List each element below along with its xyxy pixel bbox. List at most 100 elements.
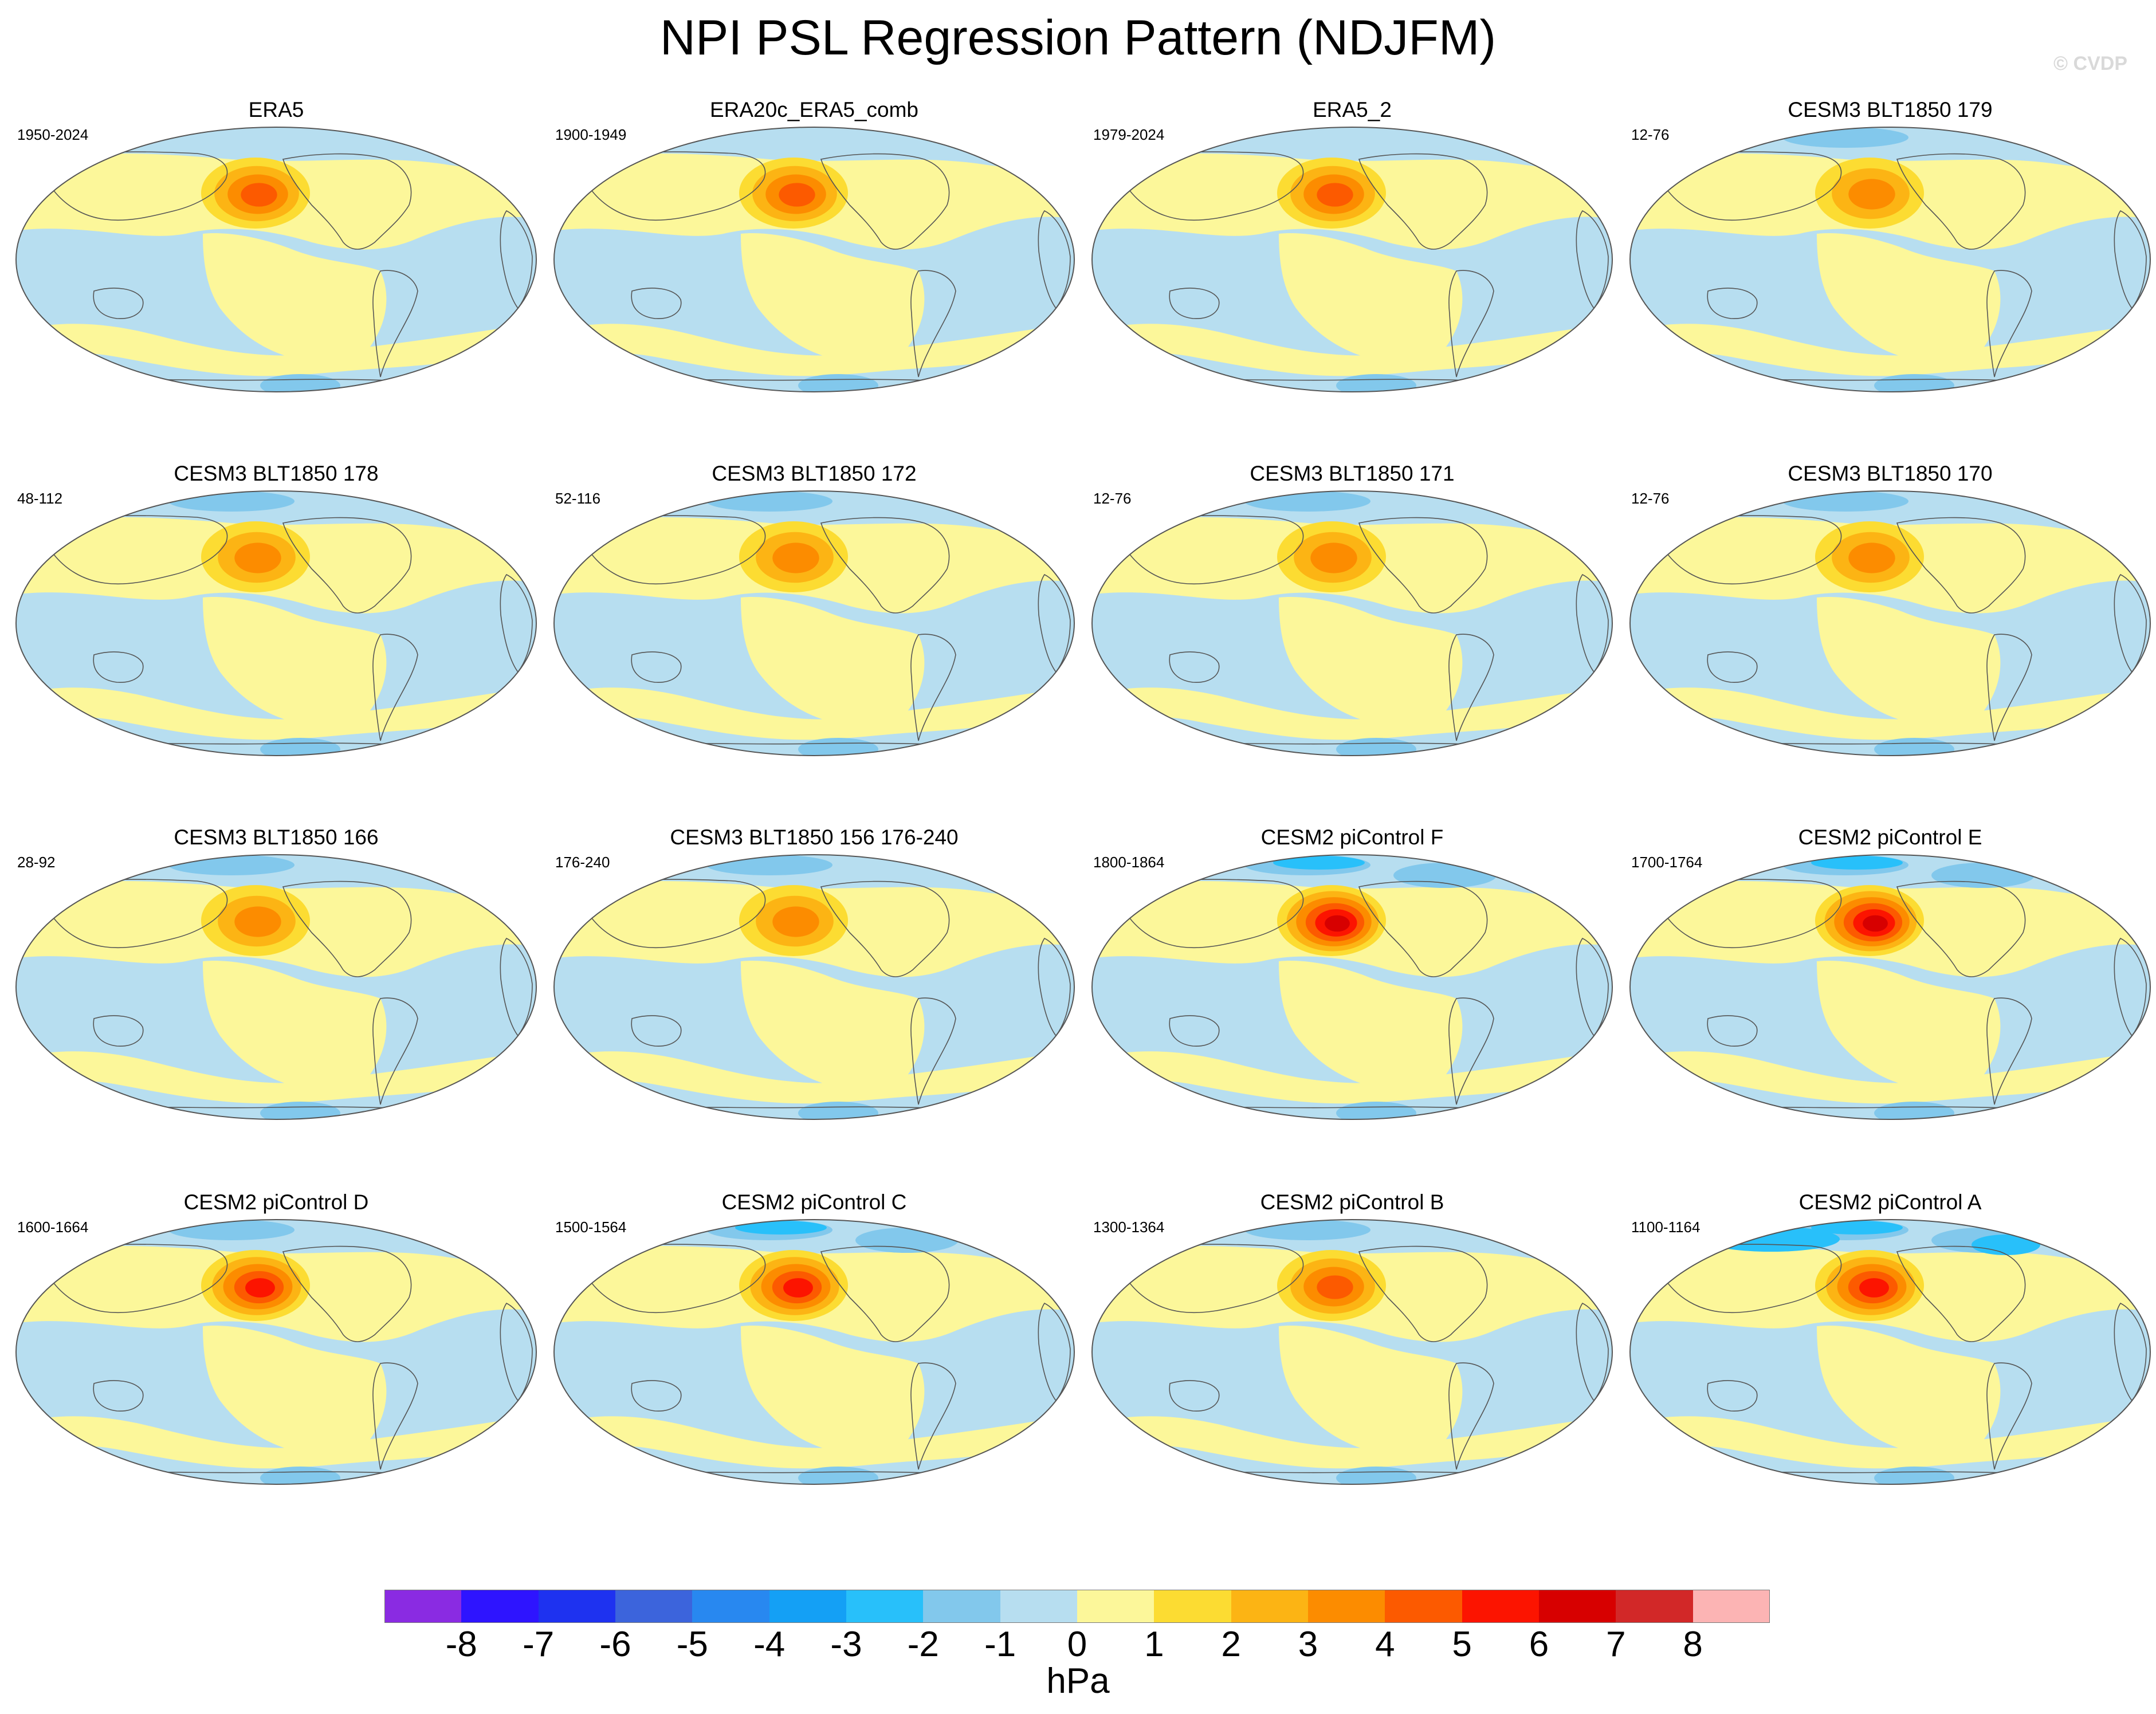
colorbar-tick-label: -6	[599, 1625, 631, 1664]
australia-coast	[1707, 1015, 1758, 1047]
panel-title: ERA20c_ERA5_comb	[709, 98, 919, 121]
panel-title: CESM3 BLT1850 178	[174, 462, 379, 485]
eurasian-negative-region	[1702, 1226, 1840, 1252]
colorbar-swatch	[692, 1590, 770, 1623]
arctic-negative-core	[168, 1220, 294, 1240]
panel-year-range: 28-92	[17, 854, 56, 871]
arctic-negative-core-strong	[1273, 856, 1365, 870]
colorbar-swatch	[769, 1590, 847, 1623]
southern-positive-band	[16, 1415, 536, 1469]
australia-coast	[1707, 288, 1758, 319]
npi-positive-contour	[1859, 1278, 1889, 1298]
npi-positive-contour	[1317, 1275, 1353, 1299]
regression-map	[553, 490, 1075, 756]
australia-coast	[631, 288, 682, 319]
australia-coast	[93, 651, 144, 683]
southern-positive-band	[1092, 1050, 1612, 1104]
arctic-negative-core-strong	[1811, 856, 1903, 870]
npi-positive-contour	[779, 183, 815, 207]
north-america-coast	[820, 1245, 950, 1342]
south-america-coast	[910, 634, 956, 741]
southern-positive-band	[1630, 323, 2150, 376]
panel-title: CESM3 BLT1850 171	[1250, 462, 1455, 485]
map-panel: CESM3 BLT1850 179 12-76	[1621, 97, 2156, 464]
north-america-coast	[1896, 153, 2026, 250]
eurasia-coast	[45, 515, 228, 585]
positive-anomaly-tongue	[741, 961, 925, 1090]
atlantic-negative-region	[1393, 863, 1497, 888]
colorbar-tick-label: -3	[830, 1625, 862, 1664]
regression-map	[1091, 854, 1613, 1120]
colorbar-swatch	[538, 1590, 616, 1623]
southern-positive-band	[16, 323, 536, 376]
regression-map	[15, 490, 537, 756]
regression-map	[1629, 490, 2151, 756]
regression-map	[1091, 490, 1613, 756]
map-panel: CESM3 BLT1850 166 28-92	[7, 825, 545, 1192]
positive-anomaly-tongue	[203, 233, 387, 363]
regression-map	[1629, 127, 2151, 392]
colorbar-swatch	[1308, 1590, 1385, 1623]
arctic-negative-core	[706, 491, 832, 512]
npi-positive-contour	[1863, 915, 1888, 932]
arctic-negative-core	[1782, 491, 1908, 512]
north-america-coast	[1358, 880, 1488, 977]
npi-positive-contour	[234, 542, 281, 573]
map-panel: CESM3 BLT1850 172 52-116	[545, 461, 1083, 828]
regression-map	[15, 1219, 537, 1485]
colorbar-swatch	[1692, 1590, 1770, 1623]
colorbar-swatch	[923, 1590, 1001, 1623]
positive-anomaly-tongue	[1279, 597, 1463, 726]
map-panel: ERA5_2 1979-2024	[1083, 97, 1621, 464]
north-america-coast	[282, 517, 412, 614]
australia-coast	[631, 1380, 682, 1412]
panel-title: CESM3 BLT1850 166	[174, 825, 379, 849]
southern-positive-band	[1092, 1415, 1612, 1469]
colorbar-tick-label: 6	[1529, 1625, 1549, 1664]
southern-positive-band	[1630, 686, 2150, 740]
positive-anomaly-tongue	[1817, 1326, 2001, 1455]
map-border	[1091, 1219, 1613, 1485]
map-border	[15, 854, 537, 1120]
map-panel: CESM3 BLT1850 171 12-76	[1083, 461, 1621, 828]
colorbar-swatch	[1385, 1590, 1463, 1623]
colorbar-swatch	[1000, 1590, 1078, 1623]
credit-watermark: © CVDP	[2053, 53, 2127, 74]
panel-year-range: 1700-1764	[1631, 854, 1703, 871]
australia-coast	[1169, 288, 1220, 319]
panel-year-range: 12-76	[1093, 490, 1132, 507]
panel-title: CESM3 BLT1850 170	[1788, 462, 1993, 485]
colorbar-swatch	[1154, 1590, 1232, 1623]
colorbar-tick-label: -8	[445, 1625, 477, 1664]
eurasia-coast	[583, 879, 766, 949]
panel-year-range: 176-240	[555, 854, 610, 871]
map-border	[1629, 490, 2151, 756]
north-america-coast	[282, 880, 412, 977]
eurasia-coast	[1121, 515, 1304, 585]
north-america-coast	[820, 517, 950, 614]
panel-title: ERA5	[248, 98, 304, 121]
southern-positive-band	[1630, 1050, 2150, 1104]
colorbar-swatch	[615, 1590, 693, 1623]
colorbar-tick-label: 0	[1067, 1625, 1087, 1664]
eurasia-coast	[45, 1244, 228, 1314]
panel-title: CESM3 BLT1850 179	[1788, 98, 1993, 121]
regression-map	[1629, 1219, 2151, 1485]
colorbar-tick-label: 2	[1221, 1625, 1241, 1664]
panel-title: CESM2 piControl E	[1798, 825, 1982, 849]
eurasia-coast	[1121, 1244, 1304, 1314]
south-america-coast	[372, 997, 418, 1105]
australia-coast	[93, 1015, 144, 1047]
southern-positive-band	[554, 323, 1074, 376]
eurasia-coast	[583, 1244, 766, 1314]
arctic-negative-core	[1782, 127, 1908, 148]
atlantic-negative-region	[855, 1228, 959, 1253]
colorbar-swatch	[1539, 1590, 1616, 1623]
positive-anomaly-tongue	[741, 1326, 925, 1455]
positive-anomaly-tongue	[203, 961, 387, 1090]
colorbar-swatch	[846, 1590, 924, 1623]
map-panel: CESM3 BLT1850 178 48-112	[7, 461, 545, 828]
panel-year-range: 1800-1864	[1093, 854, 1165, 871]
colorbar-tick-label: 3	[1298, 1625, 1318, 1664]
colorbar-swatch	[1616, 1590, 1694, 1623]
